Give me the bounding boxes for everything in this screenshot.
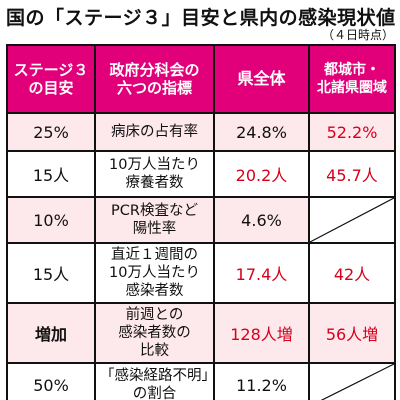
header-line: 県全体 [237, 69, 286, 88]
header-line: 都城市・ [324, 62, 380, 78]
indicator-cell: 病床の占有率 [94, 112, 215, 152]
date-note: （４日時点） [321, 28, 394, 42]
indicator-line: 陽性率 [132, 221, 177, 237]
indicator-line: 10万人当たり [109, 157, 200, 173]
indicator-line: 療養者数 [125, 175, 184, 191]
stage3-target-cell: 15人 [6, 242, 96, 304]
prefecture-value-cell: 24.8% [213, 112, 310, 152]
prefecture-value-cell: 11.2% [213, 362, 310, 400]
district-value-cell: 52.2% [308, 112, 396, 152]
prefecture-value-cell: 128人増 [213, 302, 310, 364]
table-row: 10% PCR検査など 陽性率 4.6% [6, 196, 396, 244]
header-indicators: 政府分科会の 六つの指標 [94, 44, 215, 114]
prefecture-value-cell: 17.4人 [213, 242, 310, 304]
table-row: 15人 10万人当たり 療養者数 20.2人 45.7人 [6, 150, 396, 198]
indicator-line: 前週との [125, 307, 184, 323]
table-body: 25% 病床の占有率 24.8% 52.2% 15人 10万人当たり 療養者数 20.2人 45… [6, 112, 396, 400]
district-value-cell: 42人 [308, 242, 396, 304]
stage3-target-cell: 50% [6, 362, 96, 400]
page-title: 国の「ステージ３」目安と県内の感染現状値 [6, 7, 396, 29]
indicator-line: 病床の占有率 [111, 124, 198, 140]
prefecture-value-cell: 4.6% [213, 196, 310, 244]
header-prefecture: 県全体 [213, 44, 310, 114]
indicator-line: 感染者数 [125, 283, 184, 299]
district-value-cell: 45.7人 [308, 150, 396, 198]
header-line: の目安 [28, 79, 74, 97]
district-value-cell: 56人増 [308, 302, 396, 364]
diagonal-slash [310, 198, 394, 242]
stage3-target-cell: 15人 [6, 150, 96, 198]
slash-line [310, 198, 394, 242]
indicator-line: 「感染経路不明」 [100, 368, 216, 384]
indicator-cell: 直近１週間の 10万人当たり 感染者数 [94, 242, 215, 304]
indicator-line: 感染者数の [118, 325, 191, 341]
indicator-line: 10万人当たり [109, 265, 200, 281]
indicator-line: 比較 [140, 343, 169, 359]
diagonal-slash [310, 364, 394, 400]
header-row: ステージ３ の目安 政府分科会の 六つの指標 県全体 都城市・ 北諸県圏域 [6, 44, 396, 114]
indicator-cell: 10万人当たり 療養者数 [94, 150, 215, 198]
district-not-applicable-cell [308, 362, 396, 400]
header-line: ステージ３ [13, 61, 89, 79]
table-row: 増加 前週との 感染者数の 比較 128人増 56人増 [6, 302, 396, 364]
table-row: 25% 病床の占有率 24.8% 52.2% [6, 112, 396, 152]
indicator-line: PCR検査など [111, 203, 198, 219]
stage3-target-cell: 25% [6, 112, 96, 152]
slash-line [310, 364, 394, 400]
stage3-target-cell: 増加 [6, 302, 96, 364]
table-row: 50% 「感染経路不明」 の割合 11.2% [6, 362, 396, 400]
header-district: 都城市・ 北諸県圏域 [308, 44, 396, 114]
header-line: 六つの指標 [116, 79, 192, 97]
stage3-target-cell: 10% [6, 196, 96, 244]
table-row: 15人 直近１週間の 10万人当たり 感染者数 17.4人 42人 [6, 242, 396, 304]
header-line: 政府分科会の [109, 61, 200, 79]
indicator-line: の割合 [132, 386, 177, 400]
header-stage3-target: ステージ３ の目安 [6, 44, 96, 114]
indicator-cell: PCR検査など 陽性率 [94, 196, 215, 244]
indicator-line: 直近１週間の [111, 247, 198, 263]
indicator-cell: 前週との感染者数の比較 [94, 302, 215, 364]
indicator-table: ステージ３ の目安 政府分科会の 六つの指標 県全体 都城市・ 北諸県圏域 25… [6, 44, 396, 400]
indicator-cell: 「感染経路不明」の割合 [94, 362, 216, 400]
header-line: 北諸県圏域 [317, 80, 387, 96]
prefecture-value-cell: 20.2人 [213, 150, 310, 198]
district-not-applicable-cell [308, 196, 396, 244]
